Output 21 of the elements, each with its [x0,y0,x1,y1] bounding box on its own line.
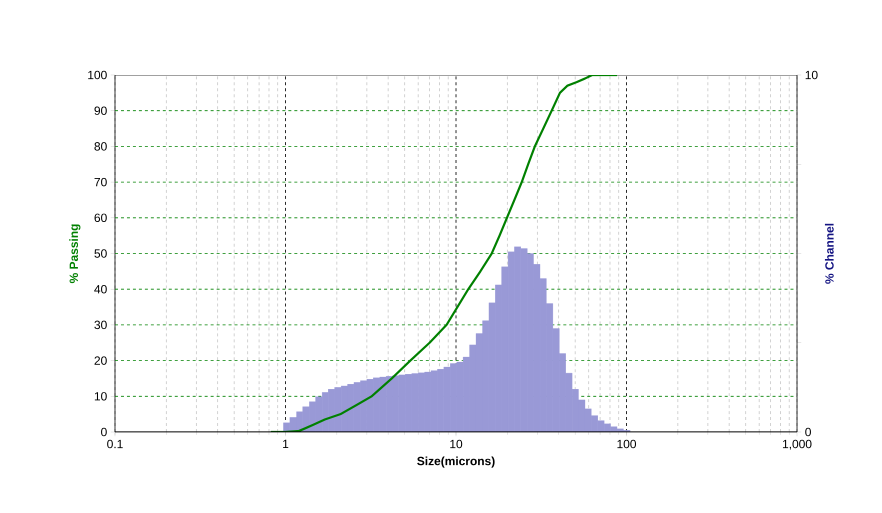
y-tick-label: 90 [94,106,107,115]
y-tick-label: 80 [94,142,107,151]
x-tick-label: 10 [450,440,462,448]
x-axis-title: Size(microns) [417,456,495,468]
y-tick-label: 10 [94,392,107,401]
x-tick-label: 1 [283,440,288,448]
x-tick-label: 100 [617,440,636,448]
y-tick-label: 100 [88,70,107,80]
y-tick-label: 70 [94,178,107,186]
x-tick-label: 0.1 [107,440,123,448]
y-tick-label: 60 [94,214,107,222]
y-tick-label: 50 [94,249,107,258]
y2-axis-title: % Channel [824,224,834,284]
y-axis-title: % Passing [69,224,80,284]
y-tick-label: 0 [101,428,107,436]
y-tick-label: 40 [94,284,107,294]
y-tick-label: 20 [94,356,107,365]
x-tick-label: 1,000 [782,440,812,450]
y2-tick-label: 0 [805,428,811,436]
y2-tick-label: 10 [806,70,818,80]
y-tick-label: 30 [94,320,107,330]
